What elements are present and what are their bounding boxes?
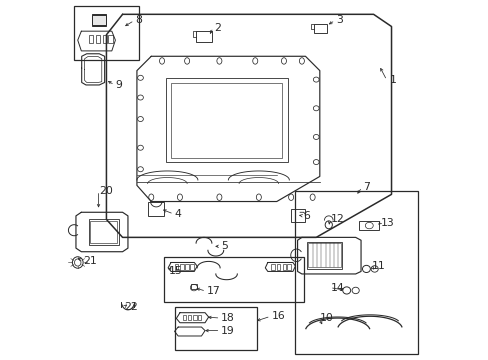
Text: 6: 6: [303, 211, 310, 221]
Bar: [196, 31, 212, 42]
Text: 21: 21: [83, 256, 97, 266]
Bar: [290, 209, 305, 222]
Bar: [185, 264, 188, 270]
Text: 18: 18: [221, 313, 234, 323]
Text: 7: 7: [362, 182, 369, 192]
Bar: [308, 243, 340, 267]
Bar: [148, 202, 163, 216]
Text: 14: 14: [330, 283, 344, 293]
Text: 3: 3: [335, 15, 342, 26]
Bar: [74, 6, 139, 60]
Bar: [90, 221, 117, 243]
Bar: [190, 264, 193, 270]
Text: 19: 19: [221, 325, 234, 336]
Text: 8: 8: [135, 15, 142, 26]
Bar: [102, 35, 107, 43]
Text: 22: 22: [124, 302, 138, 312]
Bar: [183, 315, 186, 320]
Text: 20: 20: [99, 186, 113, 196]
Bar: [359, 221, 378, 230]
Text: 9: 9: [115, 80, 122, 90]
Bar: [187, 315, 191, 320]
Bar: [92, 14, 106, 26]
Bar: [306, 242, 342, 269]
Text: 2: 2: [214, 23, 221, 33]
Text: 13: 13: [380, 218, 394, 228]
Bar: [171, 83, 282, 158]
Bar: [276, 264, 280, 270]
Bar: [174, 307, 257, 350]
Text: 11: 11: [371, 261, 385, 271]
Bar: [165, 78, 287, 162]
Bar: [314, 24, 326, 33]
Bar: [193, 315, 196, 320]
Text: 16: 16: [271, 311, 285, 321]
Bar: [271, 264, 274, 270]
Text: 17: 17: [206, 286, 220, 296]
Text: 12: 12: [330, 215, 344, 224]
Text: 10: 10: [319, 313, 333, 323]
Text: 15: 15: [169, 266, 183, 276]
Text: 4: 4: [174, 209, 181, 219]
Bar: [174, 264, 178, 270]
Bar: [180, 264, 183, 270]
Bar: [88, 219, 119, 244]
FancyBboxPatch shape: [92, 15, 106, 26]
Bar: [190, 284, 197, 289]
Bar: [163, 257, 303, 302]
Text: 5: 5: [221, 241, 227, 251]
Bar: [88, 35, 93, 43]
Bar: [286, 264, 290, 270]
Bar: [108, 35, 112, 43]
Bar: [96, 35, 100, 43]
Bar: [282, 264, 285, 270]
Text: 1: 1: [389, 75, 396, 85]
Bar: [198, 315, 201, 320]
Bar: [294, 191, 418, 354]
